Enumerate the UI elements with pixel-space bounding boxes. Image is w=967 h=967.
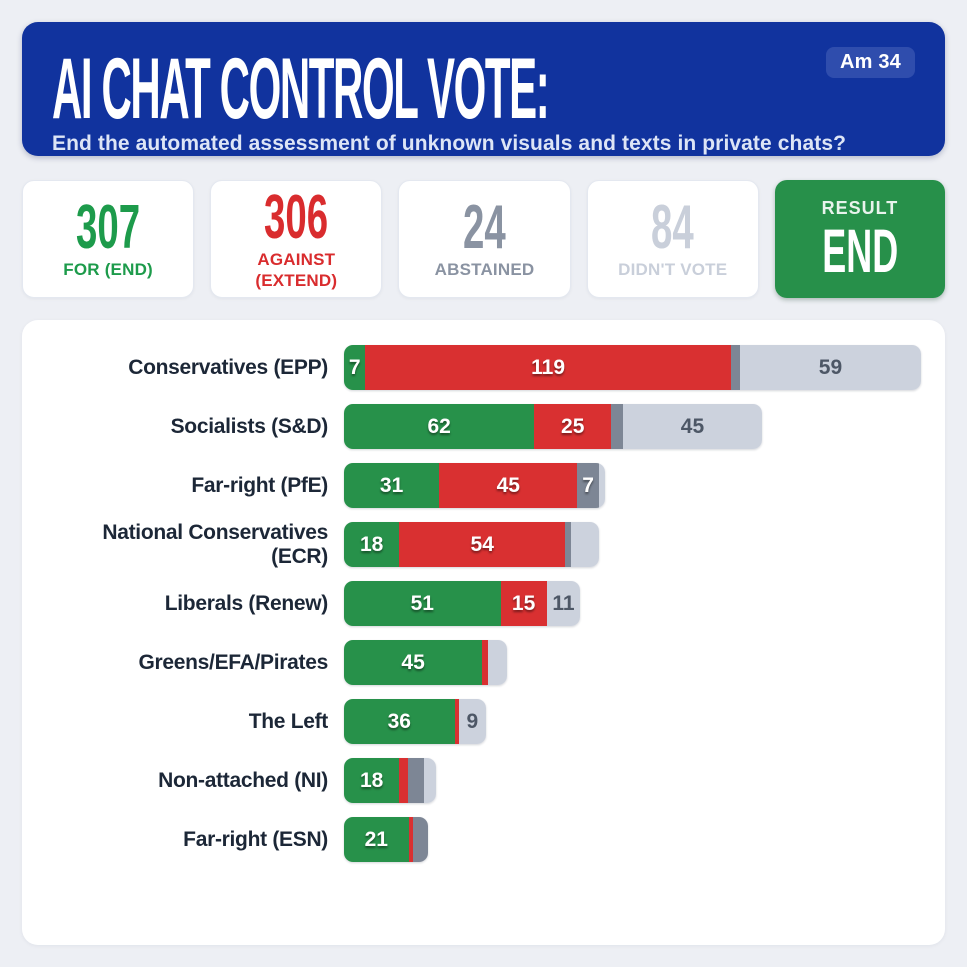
stat-card-against: 306 AGAINST (EXTEND) xyxy=(210,180,383,298)
segment-didnt: 59 xyxy=(739,345,921,390)
stat-card-didnt-vote: 84 DIDN'T VOTE xyxy=(586,180,759,298)
segment-for: 7 xyxy=(343,345,366,390)
stat-label-against: AGAINST (EXTEND) xyxy=(255,250,338,290)
segment-abstained xyxy=(408,758,424,803)
segment-didnt: 11 xyxy=(546,581,581,626)
result-label: RESULT xyxy=(821,197,899,218)
stacked-bar: 31 45 7 xyxy=(344,463,605,508)
segment-didnt xyxy=(488,640,507,685)
segment-for: 18 xyxy=(344,522,400,567)
segment-for: 45 xyxy=(344,640,483,685)
segment-didnt xyxy=(423,758,437,803)
header-banner: AI CHAT CONTROL VOTE: Am 34 End the auto… xyxy=(22,22,945,156)
segment-abstained xyxy=(565,522,572,567)
segment-for: 31 xyxy=(344,463,440,508)
group-label: Greens/EFA/Pirates xyxy=(138,650,328,674)
segment-against: 54 xyxy=(399,522,566,567)
stat-value-for: 307 xyxy=(76,191,141,262)
vote-chart-panel: Conservatives (EPP) 7 119 59 Socialists (S&D… xyxy=(22,320,945,945)
segment-against xyxy=(399,758,409,803)
page-title: AI CHAT CONTROL VOTE: xyxy=(52,40,550,137)
group-label: Non-attached (NI) xyxy=(158,768,328,792)
stat-label-didnt-vote: DIDN'T VOTE xyxy=(618,260,728,280)
stacked-bar: 45 xyxy=(344,640,507,685)
chart-row: Far-right (PfE) 31 45 7 xyxy=(46,463,921,508)
stat-value-against: 306 xyxy=(264,181,329,252)
segment-against: 119 xyxy=(365,345,731,390)
chart-row: Liberals (Renew) 51 15 11 xyxy=(46,581,921,626)
segment-against: 25 xyxy=(534,404,612,449)
stacked-bar: 18 xyxy=(344,758,437,803)
result-card: RESULT END xyxy=(774,180,946,298)
group-label: Socialists (S&D) xyxy=(170,414,329,438)
segment-abstained xyxy=(611,404,624,449)
segment-abstained xyxy=(412,817,428,862)
segment-for: 18 xyxy=(344,758,400,803)
group-label: Liberals (Renew) xyxy=(164,591,329,615)
stacked-bar: 62 25 45 xyxy=(344,404,762,449)
group-label: National Conservatives (ECR) xyxy=(102,521,328,568)
chart-row: Socialists (S&D) 62 25 45 xyxy=(46,404,921,449)
segment-didnt: 9 xyxy=(458,699,487,744)
segment-abstained: 7 xyxy=(577,463,599,508)
segment-against xyxy=(408,817,413,862)
result-value: END xyxy=(821,216,898,286)
stacked-bar: 36 9 xyxy=(344,699,487,744)
stat-label-for: FOR (END) xyxy=(63,260,153,280)
group-label: Conservatives (EPP) xyxy=(128,355,328,379)
stat-value-didnt-vote: 84 xyxy=(651,191,695,262)
stat-label-abstained: ABSTAINED xyxy=(434,260,535,280)
chart-row: Far-right (ESN) 21 xyxy=(46,817,921,862)
chart-row: National Conservatives (ECR) 18 54 xyxy=(46,521,921,568)
chart-row: Conservatives (EPP) 7 119 59 xyxy=(46,345,921,390)
segment-abstained xyxy=(730,345,740,390)
segment-against: 15 xyxy=(500,581,547,626)
amendment-badge: Am 34 xyxy=(825,47,915,78)
segment-for: 21 xyxy=(344,817,409,862)
segment-for: 62 xyxy=(344,404,535,449)
chart-row: Greens/EFA/Pirates 45 xyxy=(46,640,921,685)
stacked-bar: 18 54 xyxy=(344,522,599,567)
segment-for: 51 xyxy=(344,581,501,626)
chart-rows: Conservatives (EPP) 7 119 59 Socialists (S&D… xyxy=(46,345,921,862)
header-subtitle: End the automated assessment of unknown … xyxy=(52,132,847,155)
segment-against xyxy=(482,640,489,685)
segment-against: 45 xyxy=(439,463,578,508)
chart-row: The Left 36 9 xyxy=(46,699,921,744)
summary-cards: 307 FOR (END) 306 AGAINST (EXTEND) 24 AB… xyxy=(22,180,946,298)
stat-card-abstained: 24 ABSTAINED xyxy=(398,180,571,298)
group-label: The Left xyxy=(248,709,329,733)
chart-row: Non-attached (NI) 18 xyxy=(46,758,921,803)
group-label: Far-right (PfE) xyxy=(191,473,328,497)
stacked-bar: 21 xyxy=(344,817,428,862)
stacked-bar: 7 119 59 xyxy=(343,345,921,390)
group-label: Far-right (ESN) xyxy=(183,827,328,851)
segment-didnt xyxy=(598,463,605,508)
segment-didnt: 45 xyxy=(623,404,762,449)
segment-against xyxy=(454,699,459,744)
segment-for: 36 xyxy=(344,699,455,744)
stacked-bar: 51 15 11 xyxy=(344,581,581,626)
stat-value-abstained: 24 xyxy=(463,191,506,262)
segment-didnt xyxy=(571,522,599,567)
stat-card-for: 307 FOR (END) xyxy=(22,180,195,298)
